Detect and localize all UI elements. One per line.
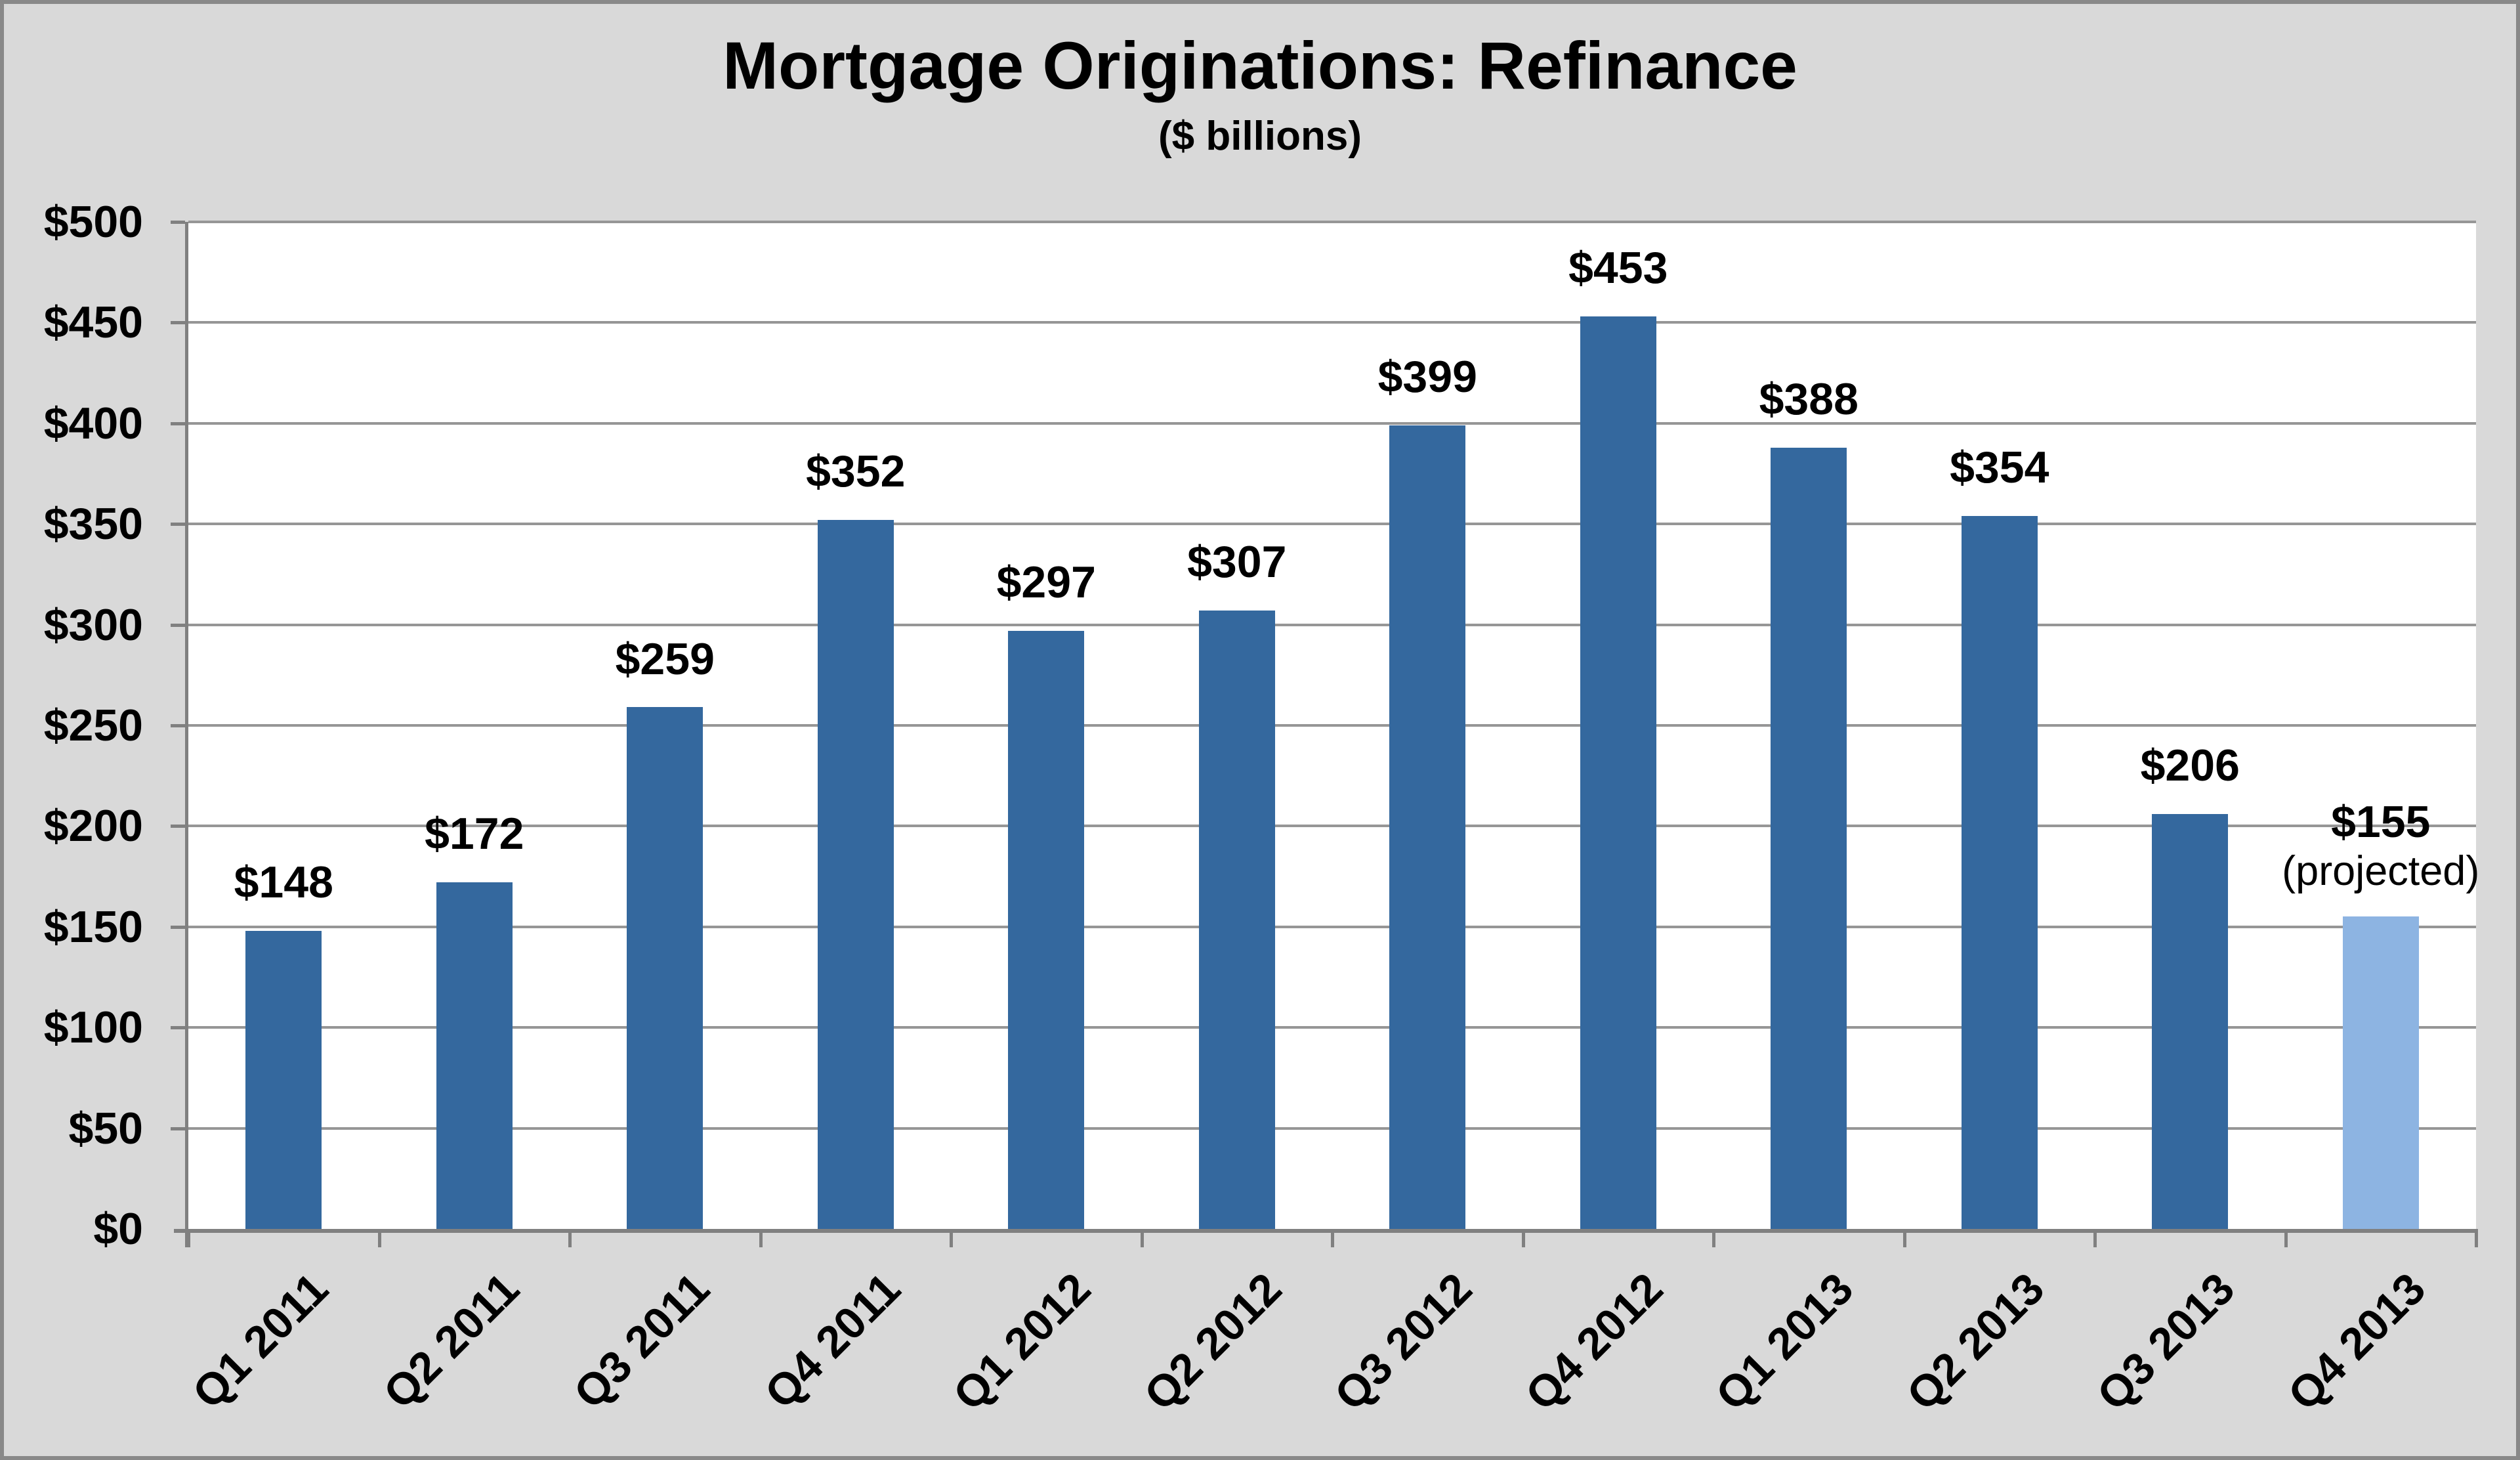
bar-value-label-q1-2012: $297: [997, 557, 1096, 609]
bar-value-text: $352: [806, 446, 906, 497]
gridline: [188, 623, 2476, 626]
gridline: [188, 523, 2476, 526]
y-axis-label: $300: [43, 599, 143, 650]
x-tick-mark: [187, 1233, 190, 1247]
bar-q4-2012: [1580, 316, 1656, 1229]
x-tick-mark: [759, 1233, 763, 1247]
x-axis-label-q1-2013: Q1 2013: [1706, 1263, 1863, 1420]
bar-value-label-q1-2013: $388: [1759, 374, 1858, 425]
bar-value-label-q2-2012: $307: [1187, 536, 1286, 588]
gridline: [188, 1127, 2476, 1130]
gridline: [188, 1026, 2476, 1029]
x-axis-label-q1-2012: Q1 2012: [944, 1263, 1101, 1420]
bar-value-text: $259: [615, 633, 715, 684]
x-axis-label-q3-2013: Q3 2013: [2088, 1263, 2244, 1420]
bar-q4-2013: [2342, 916, 2419, 1229]
y-tick-mark: [171, 925, 185, 929]
x-axis-label-q2-2011: Q2 2011: [373, 1263, 529, 1419]
gridline: [188, 724, 2476, 727]
gridline: [188, 421, 2476, 425]
y-axis-label: $500: [43, 197, 143, 247]
y-axis-label: $0: [93, 1204, 143, 1254]
bar-value-text: $148: [234, 857, 333, 908]
y-axis-line: [185, 222, 188, 1247]
x-axis-label-q2-2012: Q2 2012: [1134, 1263, 1292, 1420]
bar-value-label-q2-2013: $354: [1950, 442, 2049, 494]
gridline: [188, 825, 2476, 828]
x-tick-mark: [377, 1233, 381, 1247]
x-axis-label-q3-2012: Q3 2012: [1325, 1263, 1482, 1420]
y-axis-label: $150: [43, 901, 143, 952]
x-axis-label-q4-2012: Q4 2012: [1515, 1263, 1673, 1420]
bar-value-label-q3-2011: $259: [616, 633, 715, 685]
gridline: [188, 925, 2476, 928]
x-tick-mark: [2093, 1233, 2097, 1247]
bar-value-text: $206: [2140, 741, 2240, 791]
bar-value-text: $297: [996, 557, 1096, 607]
bar-value-text: $155: [2331, 797, 2431, 848]
gridline: [188, 321, 2476, 324]
y-tick-mark: [171, 1026, 185, 1030]
x-axis-label-q3-2011: Q3 2011: [564, 1263, 719, 1419]
y-tick-mark: [171, 523, 185, 526]
bar-q3-2013: [2152, 813, 2229, 1229]
gridline: [188, 221, 2476, 223]
bar-q2-2013: [1961, 515, 2038, 1229]
bar-value-label-q1-2011: $148: [234, 857, 333, 909]
x-tick-mark: [1521, 1233, 1525, 1247]
bar-q3-2012: [1389, 425, 1466, 1229]
projected-note: (projected): [2282, 848, 2480, 894]
x-axis-label-q1-2011: Q1 2011: [183, 1263, 338, 1419]
bar-q3-2011: [627, 707, 704, 1229]
x-tick-mark: [2284, 1233, 2288, 1247]
bar-q4-2011: [817, 520, 894, 1229]
bar-value-text: $354: [1950, 442, 2049, 493]
y-axis-label: $450: [43, 297, 143, 348]
y-tick-mark: [171, 421, 185, 425]
x-axis-label-q4-2011: Q4 2011: [755, 1263, 910, 1419]
x-tick-mark: [2475, 1233, 2478, 1247]
bar-q1-2011: [245, 930, 322, 1229]
bar-value-label-q4-2012: $453: [1568, 242, 1668, 294]
bar-value-text: $399: [1377, 352, 1477, 402]
bar-q1-2012: [1008, 630, 1085, 1229]
chart-subtitle: ($ billions): [1158, 114, 1362, 159]
y-tick-mark: [171, 825, 185, 828]
bar-value-label-q2-2011: $172: [425, 808, 524, 860]
y-axis-label: $350: [43, 499, 143, 549]
y-tick-mark: [171, 724, 185, 727]
bar-q2-2012: [1198, 611, 1275, 1229]
bar-q2-2011: [436, 882, 513, 1229]
x-axis-label-q2-2013: Q2 2013: [1897, 1263, 2054, 1420]
bar-value-label-q3-2013: $206: [2141, 740, 2240, 792]
y-axis-label: $400: [43, 398, 143, 448]
x-tick-mark: [1331, 1233, 1334, 1247]
x-tick-mark: [1902, 1233, 1906, 1247]
x-axis-line: [174, 1229, 2478, 1233]
y-axis-label: $100: [43, 1002, 143, 1053]
y-tick-mark: [171, 221, 185, 224]
bar-value-label-q4-2013: $155 (projected): [2282, 796, 2479, 894]
bar-value-text: $453: [1568, 243, 1668, 293]
bar-value-text: $388: [1759, 374, 1858, 424]
x-tick-mark: [1140, 1233, 1144, 1247]
bar-value-label-q4-2011: $352: [806, 446, 905, 498]
y-tick-mark: [171, 1127, 185, 1130]
chart-title: Mortgage Originations: Refinance: [723, 28, 1797, 103]
x-tick-mark: [568, 1233, 572, 1247]
y-axis-label: $50: [68, 1103, 143, 1153]
bar-value-text: $172: [425, 809, 524, 859]
x-tick-mark: [950, 1233, 953, 1247]
y-axis-label: $200: [43, 801, 143, 851]
bar-value-label-q3-2012: $399: [1378, 351, 1477, 403]
y-axis-label: $250: [43, 700, 143, 750]
bar-value-text: $307: [1187, 537, 1287, 588]
bar-q1-2013: [1771, 447, 1847, 1229]
y-tick-mark: [171, 623, 185, 627]
x-tick-mark: [1712, 1233, 1715, 1247]
y-tick-mark: [171, 321, 185, 325]
x-axis-label-q4-2013: Q4 2013: [2278, 1263, 2435, 1420]
